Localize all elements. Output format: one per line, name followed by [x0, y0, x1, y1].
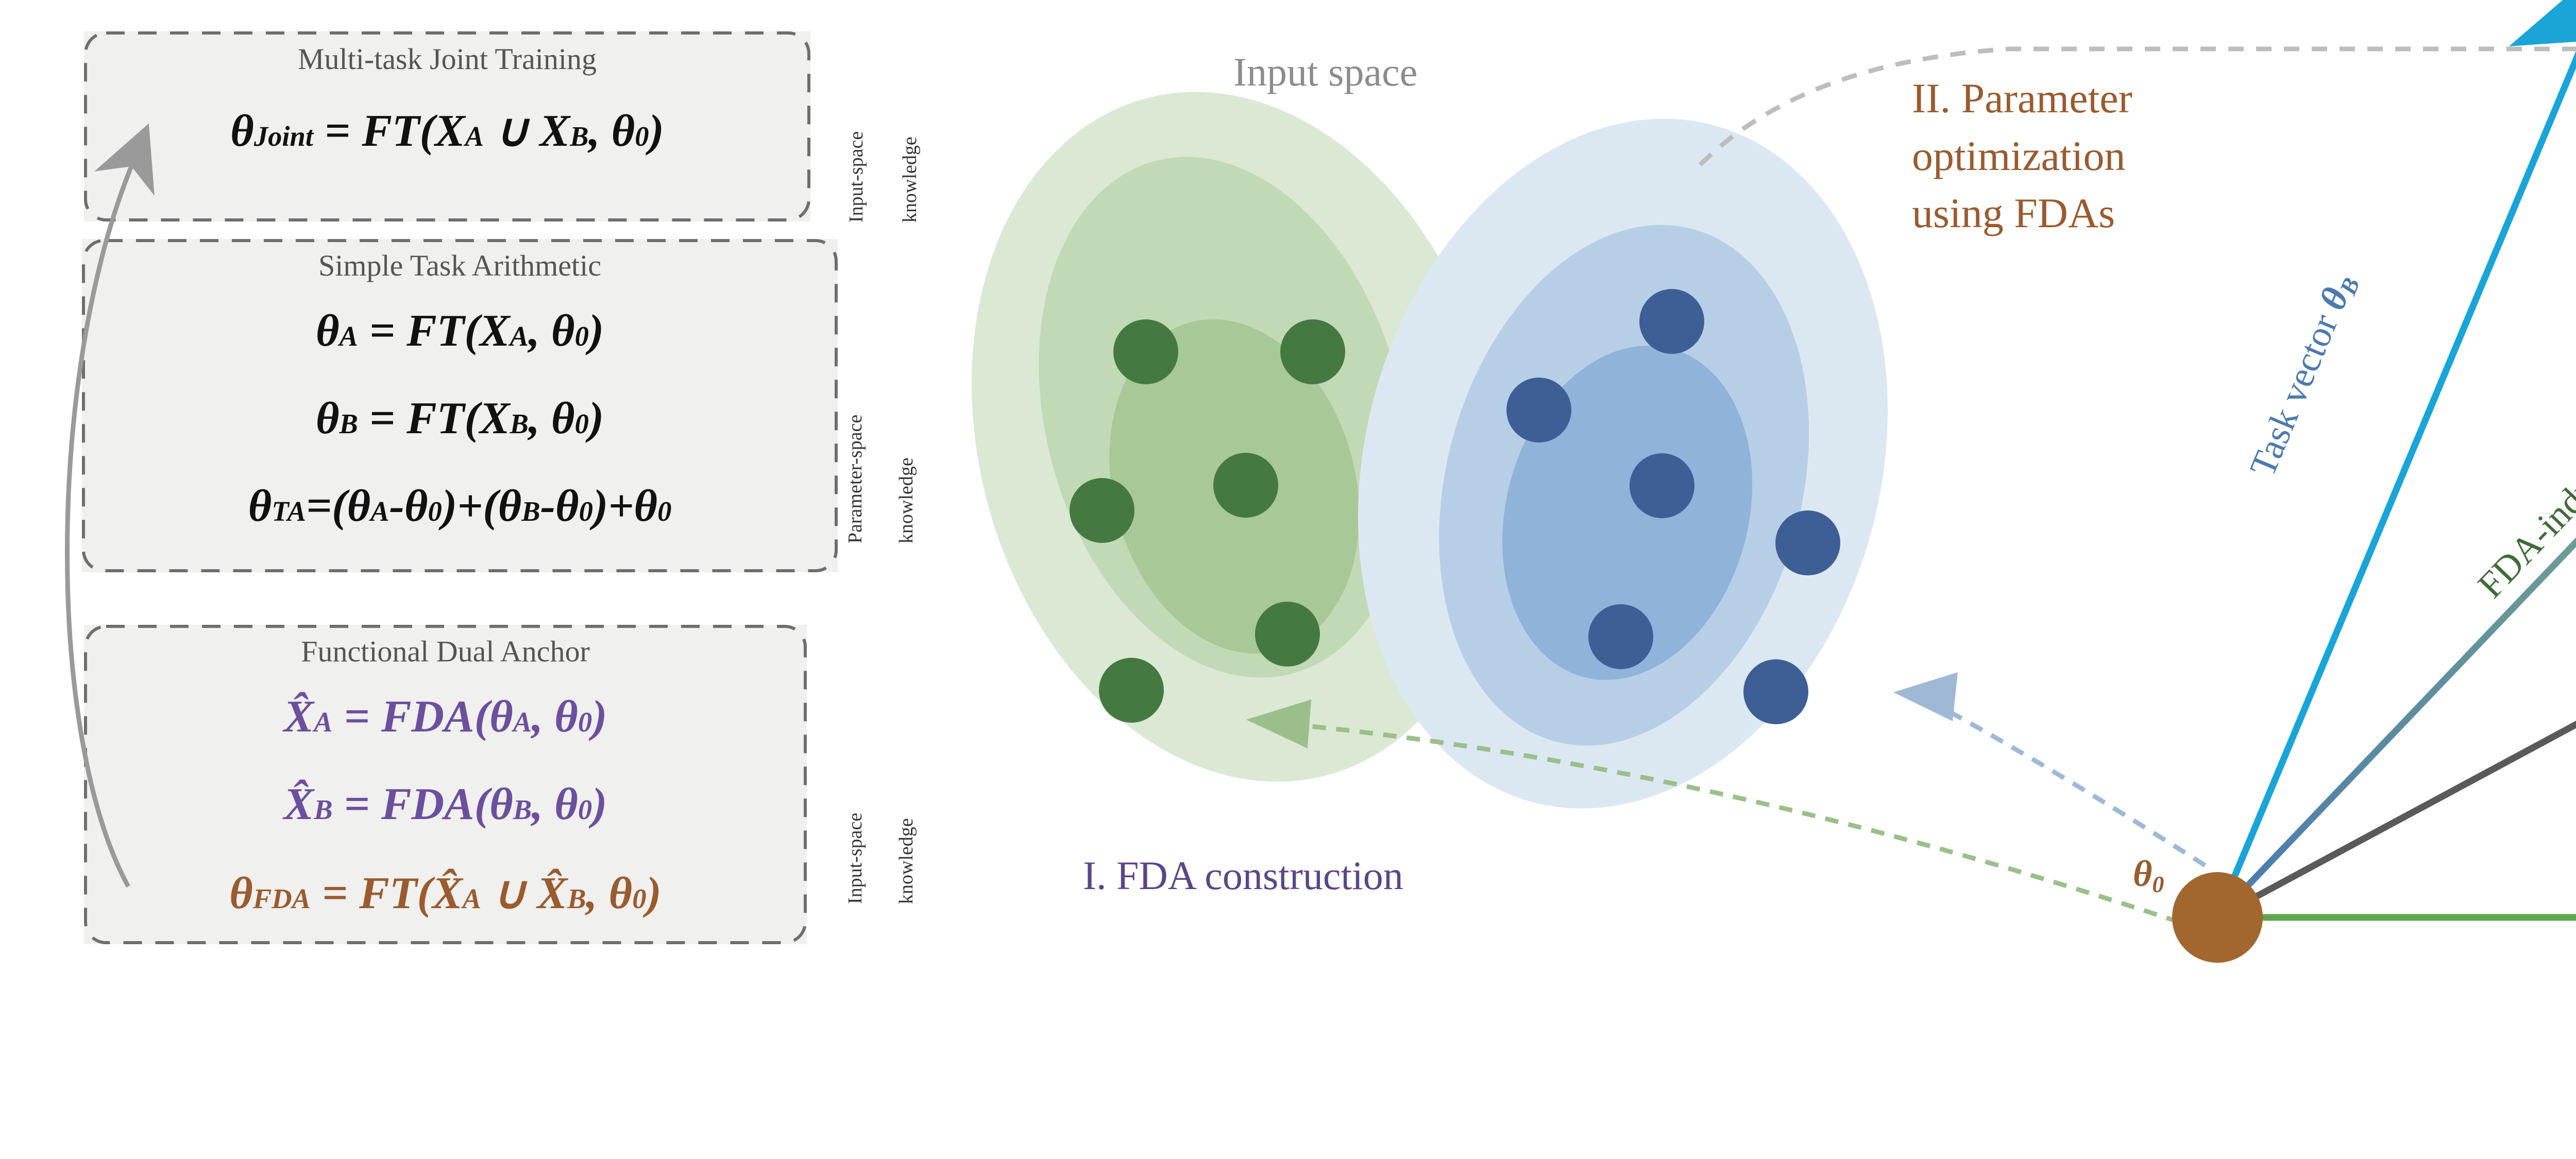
svg-text:Task vector θB: Task vector θB — [2242, 267, 2365, 483]
svg-text:FDA-induced vector: FDA-induced vector — [2470, 356, 2576, 606]
svg-text:θ0: θ0 — [2133, 853, 2164, 897]
